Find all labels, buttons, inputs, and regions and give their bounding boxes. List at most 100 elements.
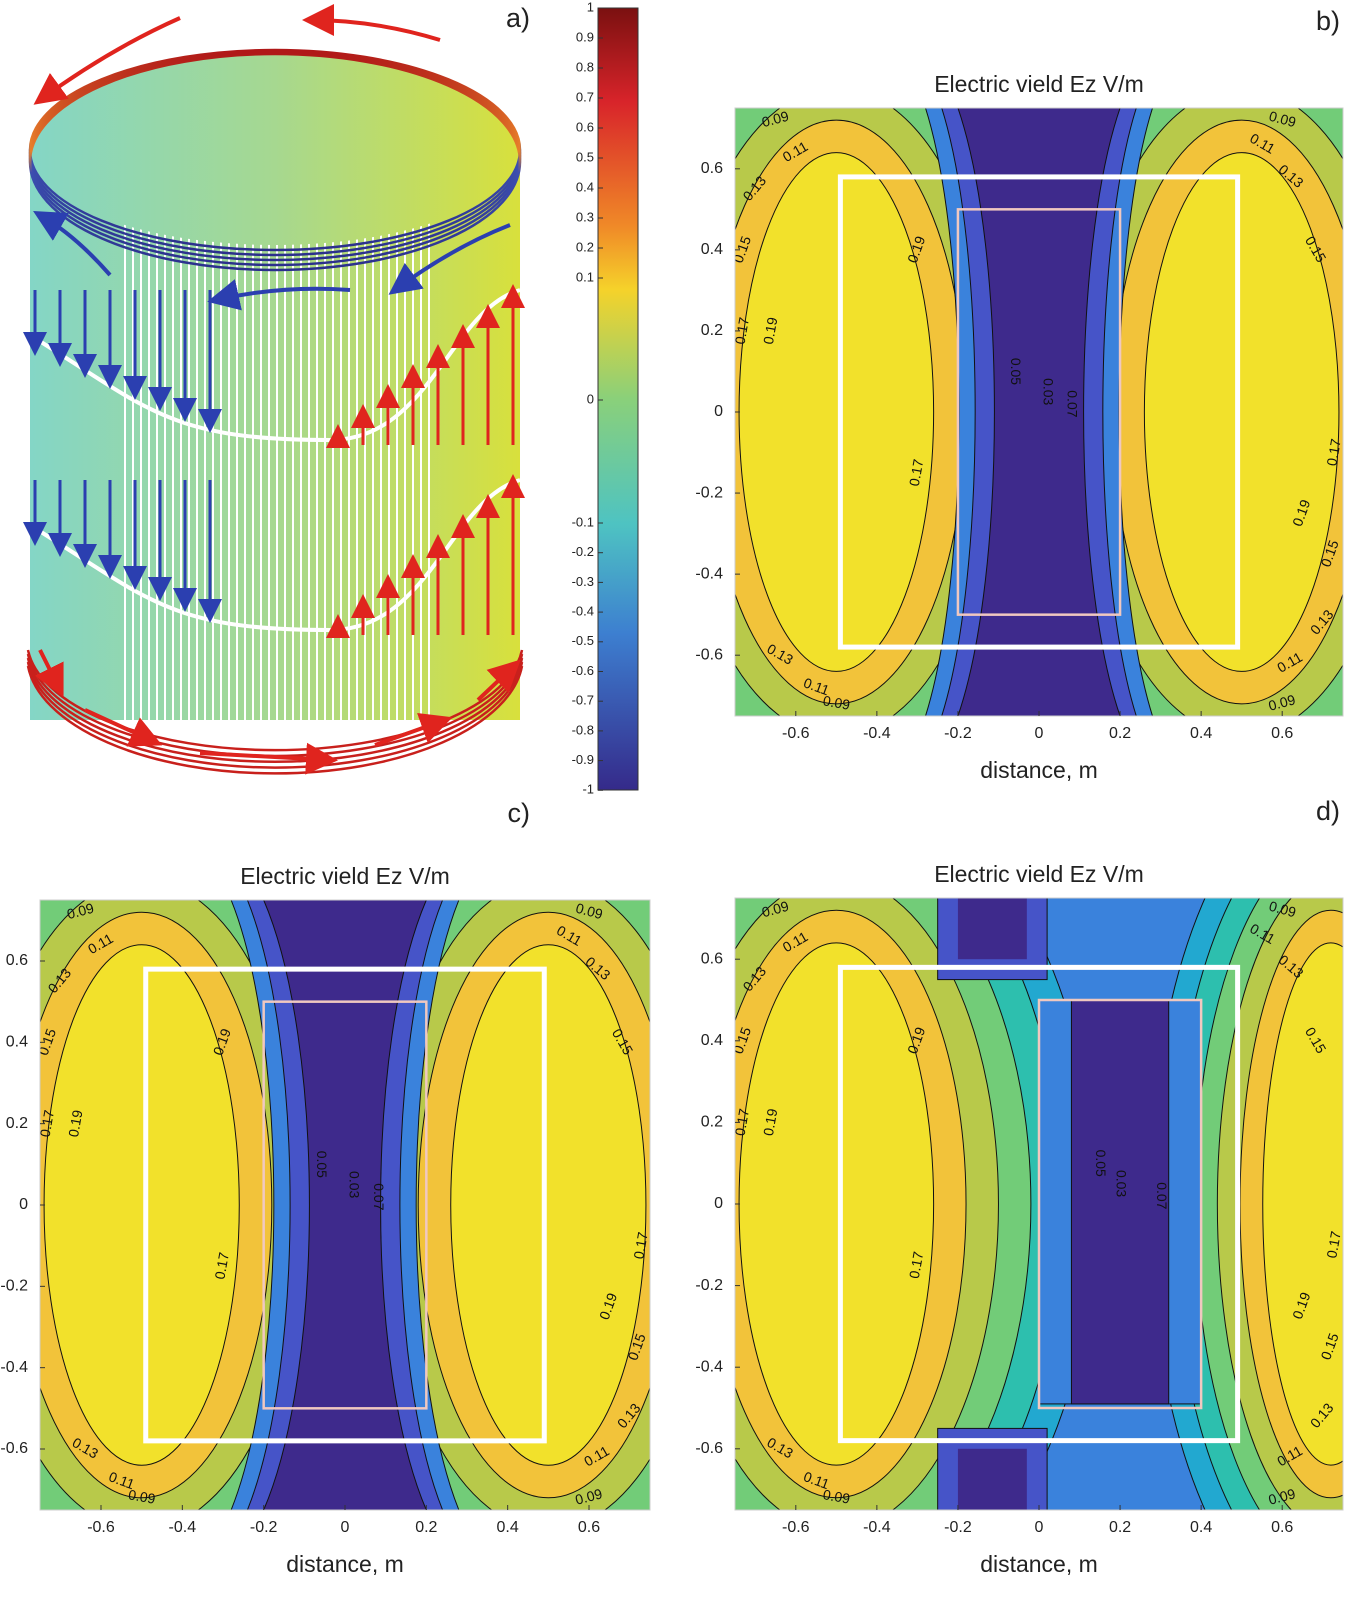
- x-tick-label: 0.2: [1109, 725, 1131, 742]
- colorbar-tick-label: -0.9: [572, 752, 594, 767]
- contour-band: [957, 1448, 1027, 1510]
- y-tick-label: 0.4: [701, 241, 723, 258]
- contour-label: 0.17: [1323, 1230, 1344, 1260]
- contour-label: 0.09: [760, 898, 791, 921]
- x-tick-label: 0.2: [415, 1519, 437, 1536]
- top-rim: [28, 52, 522, 272]
- y-tick-label: -0.6: [695, 1440, 723, 1457]
- chart-title: Electric vield Ez V/m: [934, 71, 1144, 97]
- contour-label: 0.17: [211, 1251, 232, 1281]
- x-tick-label: -0.2: [944, 725, 972, 742]
- contour-label: 0.19: [760, 316, 781, 346]
- colorbar-tick-label: 0.4: [576, 179, 594, 194]
- contour-label: 0.17: [630, 1230, 651, 1260]
- y-tick-label: 0: [714, 1195, 723, 1212]
- y-tick-label: 0.2: [701, 1114, 723, 1131]
- current-arrow: [207, 279, 351, 311]
- x-axis-label: distance, m: [980, 1551, 1098, 1577]
- colorbar-tick-label: -0.4: [572, 604, 594, 619]
- colorbar-tick-label: -0.2: [572, 544, 594, 559]
- outer-coil: [143, 966, 547, 1444]
- y-tick-label: 0.6: [701, 950, 723, 967]
- x-tick-label: 0.2: [1109, 1519, 1131, 1536]
- current-arrow: [84, 708, 163, 747]
- contour-plot: 0.09 0.090.09 0.090.11 0.110.110.110.13 0.13…: [37, 900, 651, 1510]
- x-tick-label: -0.6: [87, 1519, 115, 1536]
- y-tick-label: -0.2: [0, 1278, 28, 1295]
- panel-label: b): [1316, 6, 1340, 36]
- top-face: [30, 55, 520, 245]
- x-tick-label: 0.4: [1190, 725, 1212, 742]
- outer-coil: [837, 174, 1241, 650]
- x-tick-label: 0: [1035, 725, 1044, 742]
- x-axis-label: distance, m: [980, 757, 1098, 783]
- contour-label: 0.09: [1267, 898, 1298, 921]
- y-tick-label: 0.4: [6, 1034, 28, 1051]
- x-tick-label: 0.4: [497, 1519, 519, 1536]
- contour-label: 0.09: [760, 108, 791, 131]
- colorbar-tick-label: -0.5: [572, 633, 594, 648]
- colorbar-tick-label: -0.1: [572, 514, 594, 529]
- contour-label: 0.09: [822, 692, 852, 713]
- y-tick-label: -0.4: [695, 1358, 723, 1375]
- contour-band: [1070, 999, 1170, 1405]
- colorbar-tick-label: -0.6: [572, 663, 594, 678]
- contour-label: 0.17: [37, 1108, 58, 1138]
- inner-coil: [956, 208, 1122, 616]
- y-tick-label: 0.6: [701, 160, 723, 177]
- colorbar-tick-label: 0.2: [576, 239, 594, 254]
- y-tick-label: 0.4: [701, 1032, 723, 1049]
- panel-label: a): [506, 3, 530, 33]
- current-arrow: [33, 211, 112, 277]
- y-tick-label: -0.2: [695, 1277, 723, 1294]
- y-tick-label: -0.6: [695, 646, 723, 663]
- x-tick-label: 0.6: [1271, 725, 1293, 742]
- colorbar-tick-label: 0.7: [576, 89, 594, 104]
- current-arrow: [374, 713, 453, 747]
- contour-label: 0.05: [314, 1151, 330, 1178]
- colorbar-tick-label: 0.9: [576, 29, 594, 44]
- bottom-rim: [26, 649, 524, 752]
- bottom-rim: [26, 657, 524, 764]
- y-tick-label: 0.6: [6, 952, 28, 969]
- y-tick-label: -0.6: [0, 1440, 28, 1457]
- colorbar: [597, 7, 639, 791]
- contour-label: 0.17: [906, 458, 927, 488]
- colorbar-tick-label: 0.8: [576, 59, 594, 74]
- cylinder: [23, 4, 525, 775]
- y-tick-label: 0: [19, 1196, 28, 1213]
- colorbar-tick-label: 1: [587, 0, 594, 14]
- contour-label: 0.07: [1154, 1182, 1170, 1209]
- contour-label: 0.07: [371, 1183, 387, 1210]
- current-arrow: [302, 4, 441, 42]
- inner-coil: [262, 1000, 428, 1410]
- contour-label: 0.17: [732, 316, 753, 346]
- contour-plot: 0.09 0.090.09 0.090.11 0.110.110.110.13 0.13…: [732, 898, 1344, 1510]
- contour-label: 0.03: [1040, 378, 1056, 405]
- chart-title: Electric vield Ez V/m: [934, 861, 1144, 887]
- contour-label: 0.07: [1065, 390, 1081, 417]
- contour-band: [957, 108, 1121, 716]
- contour-label: 0.17: [1323, 437, 1344, 467]
- contour-label: 0.09: [573, 1485, 604, 1508]
- x-tick-label: 0: [341, 1519, 350, 1536]
- contour-band: [1143, 152, 1340, 672]
- contour-label: 0.05: [1093, 1150, 1109, 1177]
- contour-label: 0.03: [1113, 1170, 1129, 1197]
- colorbar-tick-label: -0.8: [572, 722, 594, 737]
- outer-coil: [837, 964, 1241, 1444]
- contour-band: [43, 944, 240, 1466]
- bottom-rim: [26, 661, 524, 769]
- contour-label: 0.05: [1008, 358, 1024, 385]
- y-tick-label: -0.4: [0, 1359, 28, 1376]
- contour-label: 0.17: [732, 1107, 753, 1137]
- contour-label: 0.03: [346, 1171, 362, 1198]
- x-tick-label: 0: [1035, 1519, 1044, 1536]
- x-tick-label: -0.2: [250, 1519, 278, 1536]
- current-arrow: [199, 742, 338, 775]
- current-arrow: [388, 223, 511, 295]
- x-axis-label: distance, m: [286, 1551, 404, 1577]
- colorbar-tick-label: -0.7: [572, 693, 594, 708]
- y-tick-label: 0: [714, 403, 723, 420]
- contour-band: [450, 944, 647, 1466]
